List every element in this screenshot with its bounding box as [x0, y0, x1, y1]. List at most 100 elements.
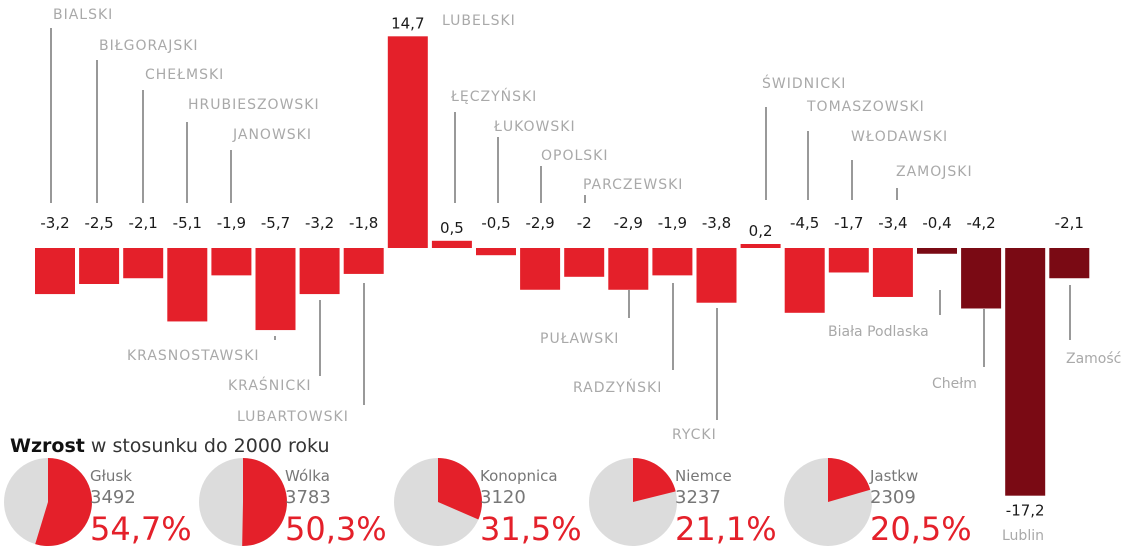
category-label: WŁODAWSKI: [851, 129, 948, 145]
category-label: CHEŁMSKI: [145, 67, 224, 83]
pie-slice: [438, 458, 482, 520]
bar-24: [1049, 248, 1090, 279]
value-label: -3,8: [702, 214, 731, 232]
category-label: ŁUKOWSKI: [493, 119, 576, 135]
bar-8: [343, 248, 384, 274]
value-label: -3,2: [305, 214, 334, 232]
value-label: -3,4: [878, 214, 907, 232]
growth-title: Wzrost w stosunku do 2000 roku: [10, 435, 330, 457]
bar-17: [740, 244, 781, 248]
category-label: Zamość: [1066, 351, 1121, 367]
value-label: -2,9: [525, 214, 554, 232]
category-label: LUBELSKI: [442, 13, 516, 29]
category-label: RADZYŃSKI: [573, 378, 662, 396]
growth-population: 2309: [870, 487, 916, 508]
bar-9: [387, 36, 428, 248]
growth-name: Głusk: [90, 467, 132, 485]
value-label: -1,8: [349, 214, 378, 232]
bar-22: [961, 248, 1002, 309]
value-label: -2: [577, 214, 592, 232]
category-label: BIALSKI: [53, 7, 113, 23]
bar-4: [167, 248, 208, 322]
value-label: -2,9: [614, 214, 643, 232]
bar-1: [35, 248, 75, 295]
category-label: ŁĘCZYŃSKI: [450, 87, 537, 105]
value-label: -4,2: [966, 214, 995, 232]
bar-6: [255, 248, 296, 331]
value-label: -5,1: [173, 214, 202, 232]
category-label: TOMASZOWSKI: [806, 99, 925, 115]
category-label: ZAMOJSKI: [896, 164, 973, 180]
growth-percent-label: 50,3%: [285, 510, 387, 548]
pie-slice: [35, 458, 92, 546]
value-label: -0,5: [481, 214, 510, 232]
value-label: -1,7: [834, 214, 863, 232]
value-label: -2,1: [1055, 214, 1084, 232]
bar-20: [872, 248, 913, 297]
bar-14: [608, 248, 649, 290]
growth-population: 3120: [480, 487, 526, 508]
bar-10: [431, 240, 472, 248]
value-label: -1,9: [217, 214, 246, 232]
bar-7: [299, 248, 340, 295]
growth-population: 3783: [285, 487, 331, 508]
value-label: -3,2: [40, 214, 69, 232]
pie-slice: [633, 458, 676, 502]
growth-percent-label: 21,1%: [675, 510, 777, 548]
value-label: 0,5: [440, 219, 464, 237]
bar-15: [652, 248, 693, 276]
category-label: Lublin: [1002, 528, 1044, 544]
value-label: -17,2: [1006, 502, 1045, 520]
category-label: OPOLSKI: [541, 148, 608, 164]
growth-name: Wólka: [285, 467, 330, 485]
bar-2: [79, 248, 120, 284]
value-label: 14,7: [391, 14, 424, 32]
category-label: KRAŚNICKI: [228, 376, 312, 394]
bar-21: [917, 248, 957, 254]
growth-section: Wzrost w stosunku do 2000 roku Głusk 3492…: [4, 435, 972, 548]
category-label: RYCKI: [672, 427, 717, 443]
bar-23: [1005, 248, 1046, 496]
bar-16: [696, 248, 737, 303]
category-label: LUBARTOWSKI: [237, 409, 349, 425]
category-label: Chełm: [932, 376, 977, 392]
bar-18: [784, 248, 825, 313]
value-label: -0,4: [922, 214, 951, 232]
value-label: 0,2: [749, 222, 773, 240]
category-label: JANOWSKI: [232, 127, 312, 143]
growth-name: Jastkw: [869, 467, 918, 485]
category-label: PUŁAWSKI: [540, 331, 619, 347]
category-label: KRASNOSTAWSKI: [127, 348, 260, 364]
growth-name: Konopnica: [480, 467, 558, 485]
category-label: PARCZEWSKI: [583, 177, 683, 193]
bar-12: [520, 248, 561, 290]
pie-slice: [828, 458, 871, 502]
growth-percent-label: 54,7%: [90, 510, 192, 548]
value-label: -2,1: [129, 214, 158, 232]
value-label: -2,5: [84, 214, 113, 232]
bar-11: [476, 248, 516, 256]
growth-population: 3237: [675, 487, 721, 508]
category-label: Biała Podlaska: [828, 324, 929, 340]
value-label: -5,7: [261, 214, 290, 232]
pie-slice: [242, 458, 287, 546]
bar-19: [828, 248, 869, 273]
bar-5: [211, 248, 252, 276]
bar-3: [123, 248, 164, 279]
growth-population: 3492: [90, 487, 136, 508]
bar-13: [564, 248, 605, 277]
growth-name: Niemce: [675, 467, 732, 485]
growth-percent-label: 31,5%: [480, 510, 582, 548]
category-label: BIŁGORAJSKI: [99, 38, 199, 54]
category-label: ŚWIDNICKI: [762, 74, 846, 92]
category-label: HRUBIESZOWSKI: [188, 97, 320, 113]
value-label: -4,5: [790, 214, 819, 232]
growth-percent-label: 20,5%: [870, 510, 972, 548]
value-label: -1,9: [658, 214, 687, 232]
